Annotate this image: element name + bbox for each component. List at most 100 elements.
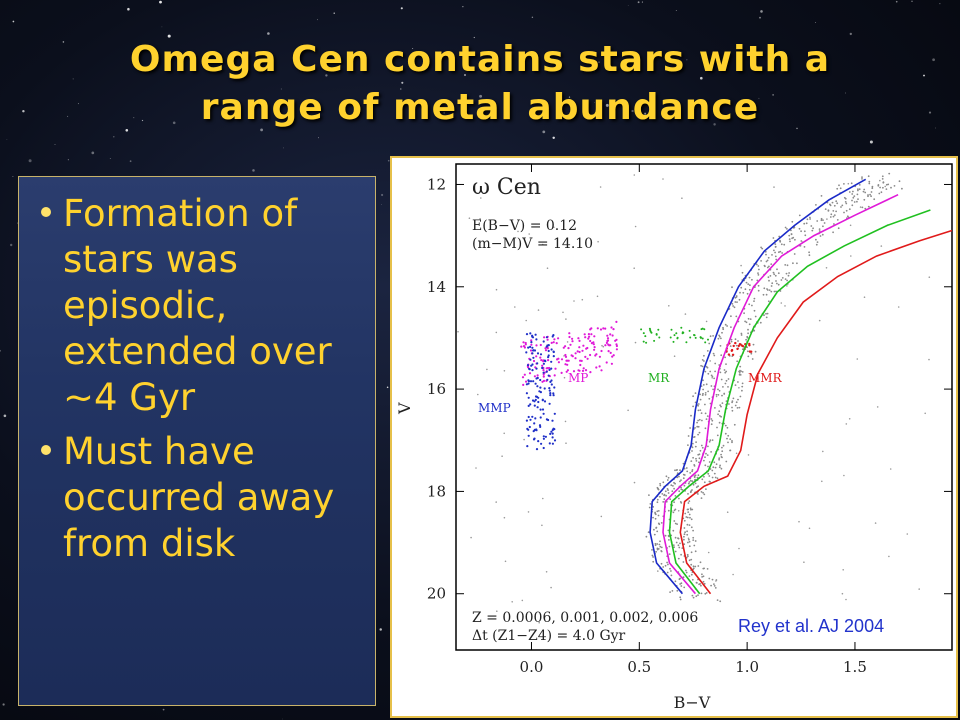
star-point [714,362,717,365]
star-dot [631,109,634,113]
star-point [678,497,680,500]
star-point [803,222,806,225]
star-point [542,340,545,343]
star-point [673,487,675,490]
star-point [517,230,519,233]
star-point [529,332,532,335]
star-point [698,461,700,464]
star-point [851,204,854,207]
star-point [786,285,788,287]
star-point [553,386,556,389]
star-dot [675,10,677,11]
star-point [543,387,546,390]
star-point [529,349,533,352]
star-point [675,541,678,544]
star-point [682,477,685,480]
star-point [757,274,760,276]
star-point [715,393,718,396]
star-point [521,376,525,379]
star-point [730,315,732,318]
star-point [592,343,595,346]
star-point [710,584,712,587]
star-point [757,284,760,287]
star-point [634,341,637,344]
star-point [688,481,691,483]
star-point [525,333,529,336]
star-point [667,492,670,494]
panel-label: ω Cen [472,175,541,200]
star-point [713,585,716,587]
star-dot [9,243,13,247]
star-point [924,412,926,415]
star-point [612,354,615,357]
star-point [602,345,605,348]
star-point [703,328,706,331]
star-point [699,561,702,564]
star-point [679,501,682,503]
star-point [831,201,834,204]
star-point [731,406,733,409]
param-dm: (m−M)V = 14.10 [472,236,593,252]
star-point [551,442,554,445]
star-point [683,527,686,529]
star-point [751,304,753,307]
star-point [841,592,844,595]
star-point [772,237,775,239]
star-point [692,596,695,599]
star-point [634,225,637,228]
star-dot [67,115,69,117]
star-point [726,426,729,429]
star-point [590,333,593,336]
star-point [874,522,877,524]
star-point [749,284,751,287]
star-point [818,319,821,322]
star-dot [77,103,79,105]
star-point [757,265,760,267]
star-dot [267,32,270,35]
star-point [674,495,677,497]
bullet-dot-icon [41,445,51,455]
star-point [548,442,551,445]
star-point [541,243,544,246]
star-point [867,175,870,178]
slide-title: Omega Cen contains stars with a range of… [60,36,900,132]
star-point [657,510,660,512]
star-dot [12,20,15,23]
star-point [584,355,587,358]
star-point [717,413,719,416]
star-point [697,425,700,428]
star-dot [28,159,32,163]
star-point [737,340,739,342]
star-point [726,511,729,513]
star-point [726,325,728,327]
star-point [720,378,723,381]
star-point [752,343,755,346]
star-point [808,254,811,257]
star-point [845,209,848,212]
star-point [533,404,536,407]
star-point [687,511,690,513]
star-point [746,350,749,353]
star-point [694,392,697,394]
star-point [724,371,727,374]
star-point [680,486,682,489]
star-point [707,472,710,475]
star-point [715,463,718,466]
star-point [564,353,567,357]
y-axis-label: V [395,402,414,415]
star-point [598,365,601,368]
star-point [748,276,751,279]
star-point [868,182,871,185]
star-point [683,535,685,538]
star-point [687,493,689,495]
star-point [699,449,702,452]
star-point [803,246,806,248]
star-point [680,585,683,587]
star-dot [133,117,135,119]
star-dot [644,112,647,115]
star-point [858,188,861,191]
star-point [697,565,700,567]
star-point [675,469,678,471]
star-point [495,331,498,334]
star-point [541,399,544,402]
